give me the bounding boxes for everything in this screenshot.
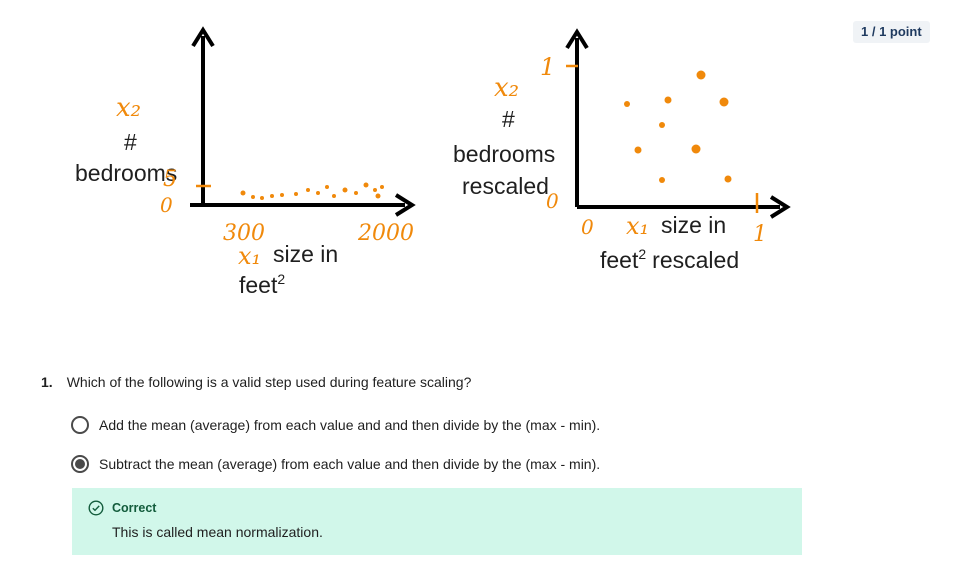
left-point (342, 187, 348, 193)
points-badge: 1 / 1 point (853, 21, 930, 43)
radio-selected[interactable] (71, 455, 89, 473)
right-x-label-line1: size in (661, 212, 726, 238)
left-x-label-line1: size in (273, 241, 338, 267)
left-y-arrowhead (191, 26, 215, 48)
right-y-tick-top: 1 (540, 53, 555, 81)
radio-dot (75, 459, 85, 469)
left-point (380, 185, 384, 189)
question-number: 1. (41, 374, 53, 390)
right-point (691, 144, 701, 154)
right-y-hash: # (502, 106, 515, 132)
left-point (306, 188, 310, 192)
check-circle-icon (88, 500, 104, 516)
right-point (659, 177, 665, 183)
left-point (260, 196, 264, 200)
right-x-tick-max: 1 (753, 222, 767, 247)
right-y-tick-bottom: 0 (546, 189, 559, 213)
right-x-label-line2: feet2 rescaled (600, 246, 739, 273)
left-plot: x₂ # bedrooms 5 0 300 2000 x₁ size in fe… (75, 26, 416, 298)
left-y-var: x₂ (116, 93, 141, 123)
left-point (270, 194, 274, 198)
left-data-points (240, 182, 384, 200)
left-x-tick-max: 2000 (357, 221, 414, 246)
left-point (280, 193, 284, 197)
right-y-var: x₂ (494, 73, 519, 103)
question: 1. Which of the following is a valid ste… (41, 374, 471, 390)
left-point (325, 185, 329, 189)
right-plot: 1 x₂ # bedrooms rescaled 0 0 x₁ size in … (453, 28, 791, 273)
left-y-label: bedrooms (75, 160, 177, 186)
right-y-label-line2: rescaled (462, 173, 549, 199)
radio-unselected[interactable] (71, 416, 89, 434)
left-x-label-line2: feet2 (239, 271, 285, 298)
option-label: Subtract the mean (average) from each va… (99, 456, 601, 472)
left-point (363, 182, 369, 188)
feedback-text: This is called mean normalization. (112, 524, 323, 540)
right-point (719, 97, 729, 107)
feedback-title: Correct (112, 501, 157, 515)
right-data-points (624, 70, 732, 183)
feature-scaling-figure: x₂ # bedrooms 5 0 300 2000 x₁ size in fe… (75, 26, 791, 298)
right-point (696, 70, 706, 80)
feedback-header: Correct (88, 500, 786, 516)
right-point (624, 101, 630, 107)
left-y-hash: # (124, 129, 137, 155)
left-point (375, 193, 381, 199)
right-point (634, 146, 642, 154)
left-x-tick-min: 300 (223, 221, 265, 246)
left-point (240, 190, 246, 196)
left-point (294, 192, 298, 196)
right-point (659, 122, 665, 128)
left-x-arrowhead (394, 193, 416, 217)
right-x-tick-min: 0 (581, 215, 594, 239)
left-x-var: x₁ (238, 242, 261, 270)
right-x-var: x₁ (626, 212, 649, 240)
feedback-correct: Correct This is called mean normalizatio… (72, 488, 802, 555)
left-point (316, 191, 320, 195)
right-y-arrowhead (565, 28, 589, 50)
right-point (664, 96, 672, 104)
left-point (373, 188, 377, 192)
right-point (724, 175, 732, 183)
left-point (332, 194, 336, 198)
left-y-tick-top: 5 (163, 167, 177, 192)
right-y-label-line1: bedrooms (453, 141, 555, 167)
option-subtract-mean[interactable]: Subtract the mean (average) from each va… (71, 455, 600, 473)
left-point (251, 195, 255, 199)
option-label: Add the mean (average) from each value a… (99, 417, 601, 433)
left-point (354, 191, 358, 195)
left-y-tick-bottom: 0 (160, 193, 173, 217)
option-add-mean[interactable]: Add the mean (average) from each value a… (71, 416, 600, 434)
question-text: Which of the following is a valid step u… (66, 374, 472, 390)
right-x-arrowhead (769, 195, 791, 219)
